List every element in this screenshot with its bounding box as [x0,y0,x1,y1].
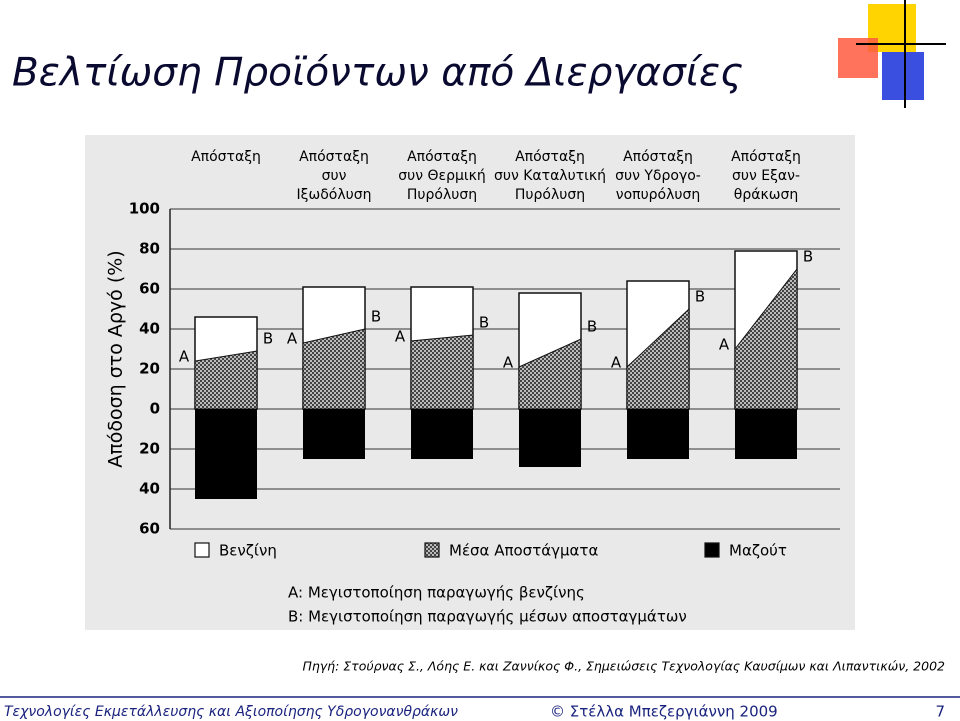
y-tick-label: 100 [129,200,160,218]
fuel-oil-bar [735,409,797,459]
point-label: B [803,248,813,266]
fuel-oil-bar [195,409,257,499]
category-label: νοπυρόλυση [616,187,701,203]
category-label: συν Εξαν- [732,168,800,184]
y-tick-label: 60 [139,520,160,538]
fuel-oil-bar [519,409,581,467]
category-label: Απόσταξη [731,149,801,165]
slide-title: Βελτίωση Προϊόντων από Διεργασίες [12,51,743,96]
y-tick-label: 20 [139,440,160,458]
y-tick-label: 60 [139,280,160,298]
category-label: συν Υδρογο- [615,168,701,184]
category-label: Απόσταξη [407,149,477,165]
y-tick-label: 20 [139,360,160,378]
fuel-oil-bar [411,409,473,459]
footer-center: © Στέλλα Μπεζεργιάννη 2009 [550,703,778,721]
legend-label: Μαζούτ [729,542,787,560]
y-tick-label: 0 [150,400,160,418]
category-label: Ιξωδόλυση [297,187,372,203]
source: Πηγή: Στούρνας Σ., Λόης Ε. και Ζαννίκος … [302,659,945,674]
page-number: 7 [935,703,945,721]
category-label: Πυρόλυση [407,187,477,203]
note: B: Μεγιστοποίηση παραγωγής μέσων αποσταγ… [288,608,687,626]
legend-label: Μέσα Αποστάγματα [449,542,598,560]
distillate-area [194,350,258,410]
y-tick-label: 80 [139,240,160,258]
category-label: Απόσταξη [191,149,261,165]
fuel-oil-bar [303,409,365,459]
decor-square [882,52,924,100]
category-label: συν Καταλυτική [494,168,606,184]
point-label: B [695,288,705,306]
point-label: B [263,330,273,348]
distillate-area [302,328,366,410]
point-label: A [179,348,190,366]
legend-label: Βενζίνη [219,542,277,560]
point-label: A [503,354,514,372]
point-label: B [371,308,381,326]
y-tick-label: 40 [139,320,160,338]
point-label: A [611,354,622,372]
category-label: συν Θερμική [398,168,486,184]
y-tick-label: 40 [139,480,160,498]
point-label: A [287,330,298,348]
category-label: θράκωση [734,187,798,203]
point-label: A [395,328,406,346]
category-label: Πυρόλυση [515,187,585,203]
point-label: B [587,318,597,336]
legend-swatch [704,542,720,558]
fuel-oil-bar [627,409,689,459]
category-label: συν [322,168,347,184]
note: A: Μεγιστοποίηση παραγωγής βενζίνης [288,584,585,602]
y-axis-label: Απόδοση στο Αργό (%) [105,250,127,467]
category-label: Απόσταξη [299,149,369,165]
category-label: Απόσταξη [515,149,585,165]
point-label: A [719,336,730,354]
legend-swatch [424,542,440,558]
distillate-area [410,334,474,410]
category-label: Απόσταξη [623,149,693,165]
point-label: B [479,314,489,332]
footer-left: Τεχνολογίες Εκμετάλλευσης και Αξιοποίηση… [4,704,458,720]
legend-swatch [194,542,210,558]
